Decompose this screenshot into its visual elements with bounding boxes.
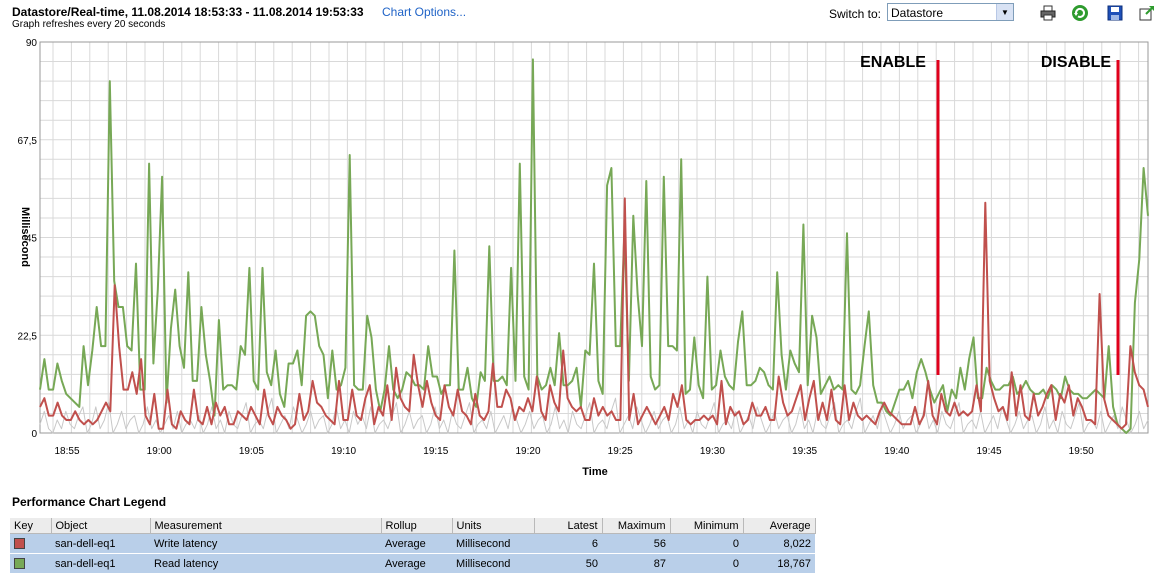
x-tick-label: 18:55 (54, 446, 79, 457)
legend-col-latest[interactable]: Latest (534, 518, 603, 534)
legend-table: Key Object Measurement Rollup Units Latest Max… (10, 518, 816, 574)
x-tick-label: 19:00 (147, 446, 172, 457)
legend-rollup-cell: Average (381, 553, 452, 574)
x-tick-label: 19:45 (976, 446, 1001, 457)
switch-to-value: Datastore (891, 6, 944, 20)
legend-average-cell: 8,022 (743, 533, 815, 554)
table-row[interactable]: san-dell-eq1 Read latency Average Milliseco… (10, 553, 815, 574)
switch-to-label: Switch to: (829, 7, 882, 21)
legend-average-cell: 18,767 (743, 553, 815, 574)
x-tick-label: 19:40 (884, 446, 909, 457)
legend-latest-cell: 6 (534, 533, 602, 554)
read-latency-line (39, 58, 1149, 434)
y-tick-label: 90 (26, 38, 38, 49)
performance-chart: Millisecond Time 0 22,5 45 67,5 90 18:55 19:00… (18, 38, 1149, 478)
legend-object-cell: san-dell-eq1 (51, 553, 150, 574)
switch-to-dropdown[interactable]: Datastore ▼ (887, 3, 1014, 21)
legend-units-cell: Millisecond (452, 533, 534, 554)
legend-header-row: Key Object Measurement Rollup Units Latest Max… (10, 518, 816, 534)
legend-col-average[interactable]: Average (743, 518, 816, 534)
legend-col-rollup[interactable]: Rollup (381, 518, 453, 534)
legend-col-minimum[interactable]: Minimum (670, 518, 744, 534)
chevron-down-icon[interactable]: ▼ (996, 4, 1013, 20)
print-icon[interactable] (1039, 4, 1057, 22)
legend-key-cell (10, 533, 51, 554)
legend-col-units[interactable]: Units (452, 518, 535, 534)
chart-title: Datastore/Real-time, 11.08.2014 18:53:33… (12, 5, 364, 19)
x-axis-label: Time (582, 466, 607, 478)
legend-measurement-cell: Write latency (150, 533, 381, 554)
disable-annotation: DISABLE (1041, 54, 1112, 71)
legend-measurement-cell: Read latency (150, 553, 381, 574)
export-icon[interactable] (1138, 4, 1156, 22)
legend-title: Performance Chart Legend (12, 495, 167, 509)
legend-minimum-cell: 0 (670, 553, 743, 574)
y-axis-label: Millisecond (19, 207, 31, 267)
color-swatch (14, 558, 25, 570)
table-row[interactable]: san-dell-eq1 Write latency Average Millisec… (10, 533, 815, 554)
legend-col-object[interactable]: Object (51, 518, 151, 534)
x-tick-label: 19:05 (239, 446, 264, 457)
refresh-note: Graph refreshes every 20 seconds (12, 19, 166, 30)
legend-minimum-cell: 0 (670, 533, 743, 554)
x-tick-label: 19:25 (608, 446, 633, 457)
y-tick-label: 0 (31, 429, 37, 440)
legend-maximum-cell: 56 (602, 533, 670, 554)
legend-col-measurement[interactable]: Measurement (150, 518, 382, 534)
save-icon[interactable] (1106, 4, 1124, 22)
legend-units-cell: Millisecond (452, 553, 534, 574)
legend-key-cell (10, 553, 51, 574)
y-tick-label: 67,5 (18, 136, 38, 147)
legend-object-cell: san-dell-eq1 (51, 533, 150, 554)
x-tick-label: 19:15 (423, 446, 448, 457)
x-tick-label: 19:30 (700, 446, 725, 457)
x-tick-label: 19:10 (331, 446, 356, 457)
x-tick-label: 19:20 (515, 446, 540, 457)
legend-col-maximum[interactable]: Maximum (602, 518, 671, 534)
y-tick-label: 45 (26, 234, 38, 245)
color-swatch (14, 538, 25, 550)
background-series-line (39, 397, 1149, 434)
x-tick-label: 19:35 (792, 446, 817, 457)
enable-annotation: ENABLE (860, 54, 926, 71)
write-latency-line (39, 197, 1149, 430)
chart-options-link[interactable]: Chart Options... (382, 5, 467, 19)
legend-rollup-cell: Average (381, 533, 452, 554)
refresh-icon[interactable] (1071, 4, 1089, 22)
x-tick-label: 19:50 (1069, 446, 1094, 457)
legend-latest-cell: 50 (534, 553, 602, 574)
y-tick-label: 22,5 (18, 331, 38, 342)
legend-maximum-cell: 87 (602, 553, 670, 574)
legend-col-key[interactable]: Key (10, 518, 52, 534)
